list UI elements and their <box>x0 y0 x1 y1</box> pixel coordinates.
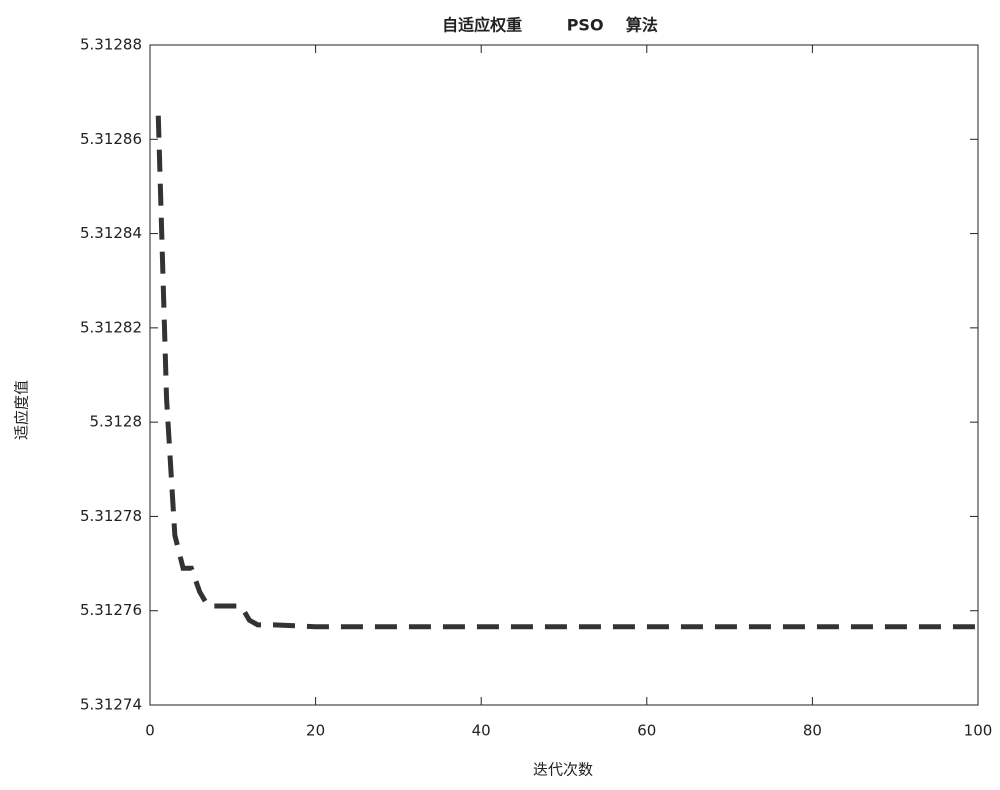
x-tick-label: 20 <box>306 722 325 740</box>
y-tick-label: 5.3128 <box>90 413 143 431</box>
y-tick-label: 5.31274 <box>80 696 142 714</box>
y-tick-label: 5.31284 <box>80 224 142 242</box>
x-axis-label: 迭代次数 <box>533 761 593 779</box>
x-tick-label: 100 <box>964 722 993 740</box>
x-tick-label: 80 <box>803 722 822 740</box>
plot-frame <box>149 44 979 706</box>
x-tick-label: 0 <box>145 722 155 740</box>
y-tick-label: 5.31286 <box>80 130 142 148</box>
x-tick-label: 60 <box>637 722 656 740</box>
y-tick-label: 5.31288 <box>80 36 142 54</box>
y-axis-label: 适应度值 <box>13 380 31 440</box>
x-tick-label: 40 <box>472 722 491 740</box>
y-tick-label: 5.31282 <box>80 318 142 336</box>
y-tick-label: 5.31278 <box>80 507 142 525</box>
chart-title: 自适应权重 PSO 算法 <box>442 16 658 35</box>
data-line <box>155 115 978 630</box>
y-tick-label: 5.31276 <box>80 601 142 619</box>
